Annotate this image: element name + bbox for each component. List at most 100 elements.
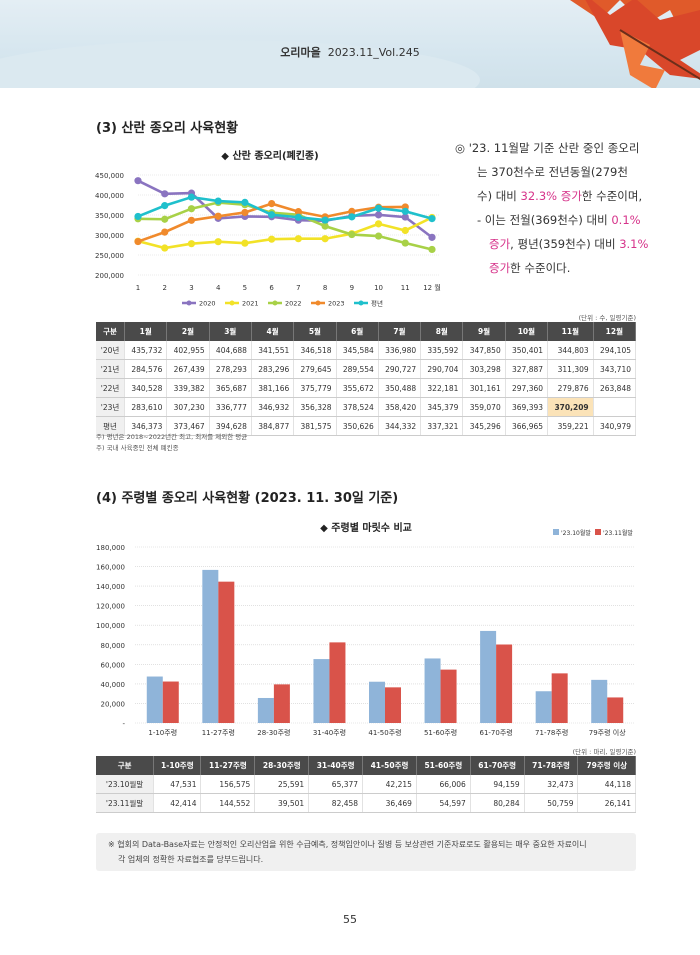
data-point (187, 240, 196, 248)
legend-marker (272, 300, 278, 306)
table1-notes: 주) 평년은 2018~2022년간 최고, 최저를 제외한 평균 주) 국내 … (96, 432, 247, 454)
bar-chart: 180,000 160,000 140,000 120,000 100,000 80,00… (96, 529, 635, 737)
x-tick-label: 9 (350, 284, 354, 292)
table-cell: 344,332 (378, 416, 422, 436)
table-header-cell: 7월 (378, 322, 422, 341)
table-cell: 346,932 (251, 397, 295, 417)
table-cell: 66,006 (416, 775, 471, 794)
data-point (294, 208, 302, 216)
section1-title: (3) 산란 종오리 사육현황 (96, 121, 239, 136)
x-tick-label: 10 (374, 284, 383, 292)
data-point (428, 233, 436, 241)
data-point (134, 237, 142, 246)
table-cell: 80,284 (470, 793, 525, 813)
desc-highlight: 증가 (489, 261, 511, 275)
table-cell: 350,626 (336, 416, 379, 436)
x-tick-label: 7 (296, 284, 300, 292)
table-header-row: 구분 1월 2월 3월 4월 5월 6월 7월 8월 9월 10월 11월 12월 (96, 322, 637, 341)
table-row: 평년 346,373 373,467 394,628 384,877 381,575 350… (96, 416, 637, 436)
table-cell: 340,528 (124, 378, 168, 398)
table-cell: 381,575 (293, 416, 337, 436)
desc-highlight: 0.1% (611, 213, 641, 227)
legend-swatch (553, 529, 559, 535)
table-cell: 394,628 (209, 416, 252, 436)
x-tick-label: 2 (162, 284, 166, 292)
bar-'23.10월말 (257, 697, 274, 723)
data-point (401, 213, 409, 221)
bar-'23.10월말 (313, 659, 330, 723)
data-point (187, 216, 196, 224)
table-cell: 50,759 (524, 793, 579, 813)
legend-marker (229, 300, 235, 306)
x-tick-label: 6 (269, 284, 274, 292)
table-cell: 344,803 (547, 341, 594, 360)
table-cell: 263,848 (593, 378, 637, 398)
table-cell (593, 397, 637, 417)
table-cell: 345,584 (336, 341, 379, 360)
table-cell: 278,293 (209, 359, 252, 379)
table-cell: 42,414 (153, 793, 202, 813)
table-cell: 359,070 (462, 397, 506, 417)
table-cell: 378,524 (336, 397, 379, 417)
data-point (374, 232, 383, 240)
x-tick-label: 51-60주령 (424, 729, 457, 737)
y-tick-label: 350,000 (95, 212, 124, 220)
y-tick-label: - (122, 720, 125, 728)
table-cell: 82,458 (308, 793, 364, 813)
table-cell: 359,221 (547, 416, 594, 436)
desc-text: 수) 대비 (477, 189, 521, 203)
desc-highlight: 32.3% 증가 (520, 189, 582, 203)
table-header-cell: 31-40주령 (308, 756, 364, 775)
table-cell: 36,469 (362, 793, 417, 813)
table-row: '23.11월말 42,414 144,552 39,501 82,458 36,469 5… (96, 793, 636, 813)
x-tick-label: 28-30주령 (257, 729, 290, 737)
table-cell: 339,382 (166, 378, 210, 398)
line-chart: 450,000 400,000 350,000 300,000 250,000 200,0… (95, 172, 441, 308)
x-tick-label: 61-70주령 (479, 729, 512, 737)
table-cell: 39,501 (254, 793, 310, 813)
legend-label: 평년 (371, 299, 383, 308)
legend-swatch (595, 529, 601, 535)
table-cell: 346,373 (124, 416, 168, 436)
breeding-duck-table: 구분 1월 2월 3월 4월 5월 6월 7월 8월 9월 10월 11월 12월 '20년 435,73… (96, 322, 637, 436)
data-point (348, 230, 356, 239)
data-point (294, 213, 302, 221)
issue-number: 2023.11_Vol.245 (327, 46, 420, 59)
table1-unit: (단위 : 수, 일령기준) (578, 314, 636, 322)
table-cell: 402,955 (166, 341, 210, 360)
desc-text: , 평년(359천수) 대비 (510, 237, 620, 251)
bar-'23.11월말 (162, 681, 179, 723)
table-cell: 322,181 (420, 378, 464, 398)
maple-leaf-decoration (570, 0, 700, 88)
table-cell: 297,360 (505, 378, 549, 398)
table-cell: 384,877 (251, 416, 295, 436)
legend-label: 2021 (242, 300, 259, 308)
x-tick-label: 12 월 (423, 283, 441, 292)
data-point (187, 205, 196, 213)
legend-label: '23.11월말 (603, 529, 633, 537)
x-tick-label: 31-40주령 (313, 729, 346, 737)
table-cell: 290,704 (420, 359, 464, 379)
legend-marker (315, 300, 321, 306)
note-2: 주) 국내 사육중인 전체 폐킨종 (96, 444, 179, 452)
table-cell: 32,473 (524, 775, 579, 794)
bar-'23.11월말 (607, 697, 624, 723)
data-point (268, 211, 276, 219)
x-tick-label: 8 (323, 284, 327, 292)
table-cell: 340,979 (593, 416, 637, 436)
desc-text: 한 수준이며, (581, 189, 643, 203)
data-point (161, 202, 169, 210)
table-cell: 26,141 (577, 793, 636, 813)
notice-line-1: ※ 협회의 Data-Base자료는 안정적인 오리산업을 위한 수급예측, 정… (108, 840, 587, 849)
table-cell: 311,309 (547, 359, 594, 379)
note-1: 주) 평년은 2018~2022년간 최고, 최저를 제외한 평균 (96, 433, 248, 441)
table-cell: 307,230 (166, 397, 210, 417)
bar-'23.10월말 (202, 569, 219, 723)
table-cell: 44,118 (577, 775, 636, 794)
table-cell: 336,980 (378, 341, 422, 360)
table-cell: 54,597 (416, 793, 471, 813)
legend-label: 2022 (285, 300, 302, 308)
page-header: 오리마을 2023.11_Vol.245 (0, 0, 700, 88)
data-point (134, 212, 142, 221)
bar-'23.10월말 (146, 676, 163, 723)
